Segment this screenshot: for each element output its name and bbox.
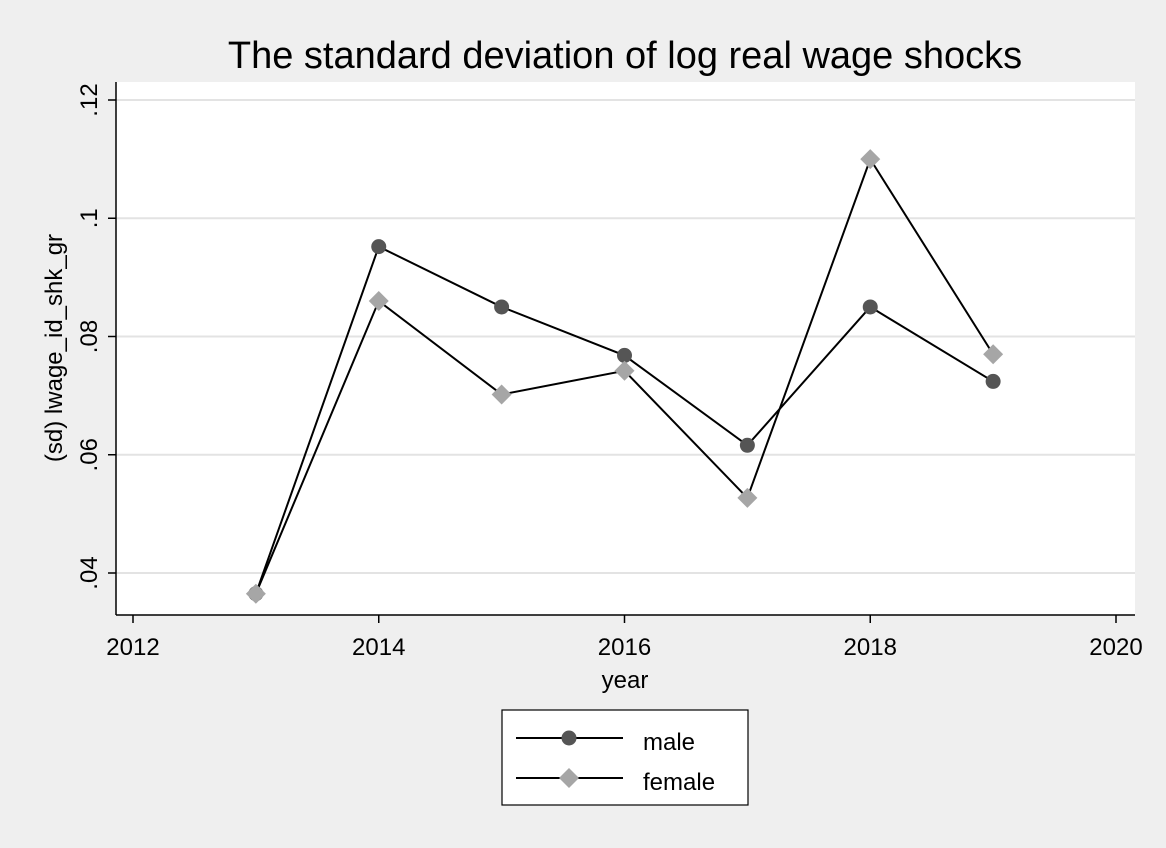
legend: male female [501,709,749,806]
legend-box [501,709,749,806]
x-axis-title: year [602,667,649,694]
y-tick-label: .08 [76,320,103,353]
data-point-male [494,299,510,315]
data-point-female [368,291,389,312]
x-tick-label: 2012 [106,634,159,661]
data-point-female [245,583,266,604]
grid-lines [116,99,1135,574]
y-tick-label: .04 [76,556,103,589]
legend-label-male: male [643,729,695,756]
y-tick-label: .12 [76,83,103,116]
legend-label-female: female [643,769,715,796]
x-tick-label: 2018 [844,634,897,661]
y-tick-label: .1 [76,208,103,228]
data-point-male [739,437,755,453]
legend-marker-male [561,730,577,746]
chart-title: The standard deviation of log real wage … [228,35,1022,77]
data-point-female [983,344,1004,365]
data-point-male [862,299,878,315]
y-axis-ticks: .04 .06 .08 .1 .12 [76,83,116,590]
data-point-female [614,360,635,381]
series-group [245,149,1004,604]
data-point-male [617,347,632,363]
y-tick-label: .06 [76,438,103,471]
data-point-female [737,487,758,508]
x-tick-label: 2014 [352,634,405,661]
x-axis-ticks: 2012 2014 2016 2018 2020 [106,615,1143,661]
y-axis-title: (sd) lwage_id_shk_gr [41,234,68,462]
data-point-male [371,239,387,255]
x-tick-label: 2016 [598,634,651,661]
data-point-male [985,373,1001,389]
data-point-female [860,149,881,170]
x-tick-label: 2020 [1089,634,1142,661]
data-point-female [491,384,512,405]
legend-marker-female [559,768,579,788]
